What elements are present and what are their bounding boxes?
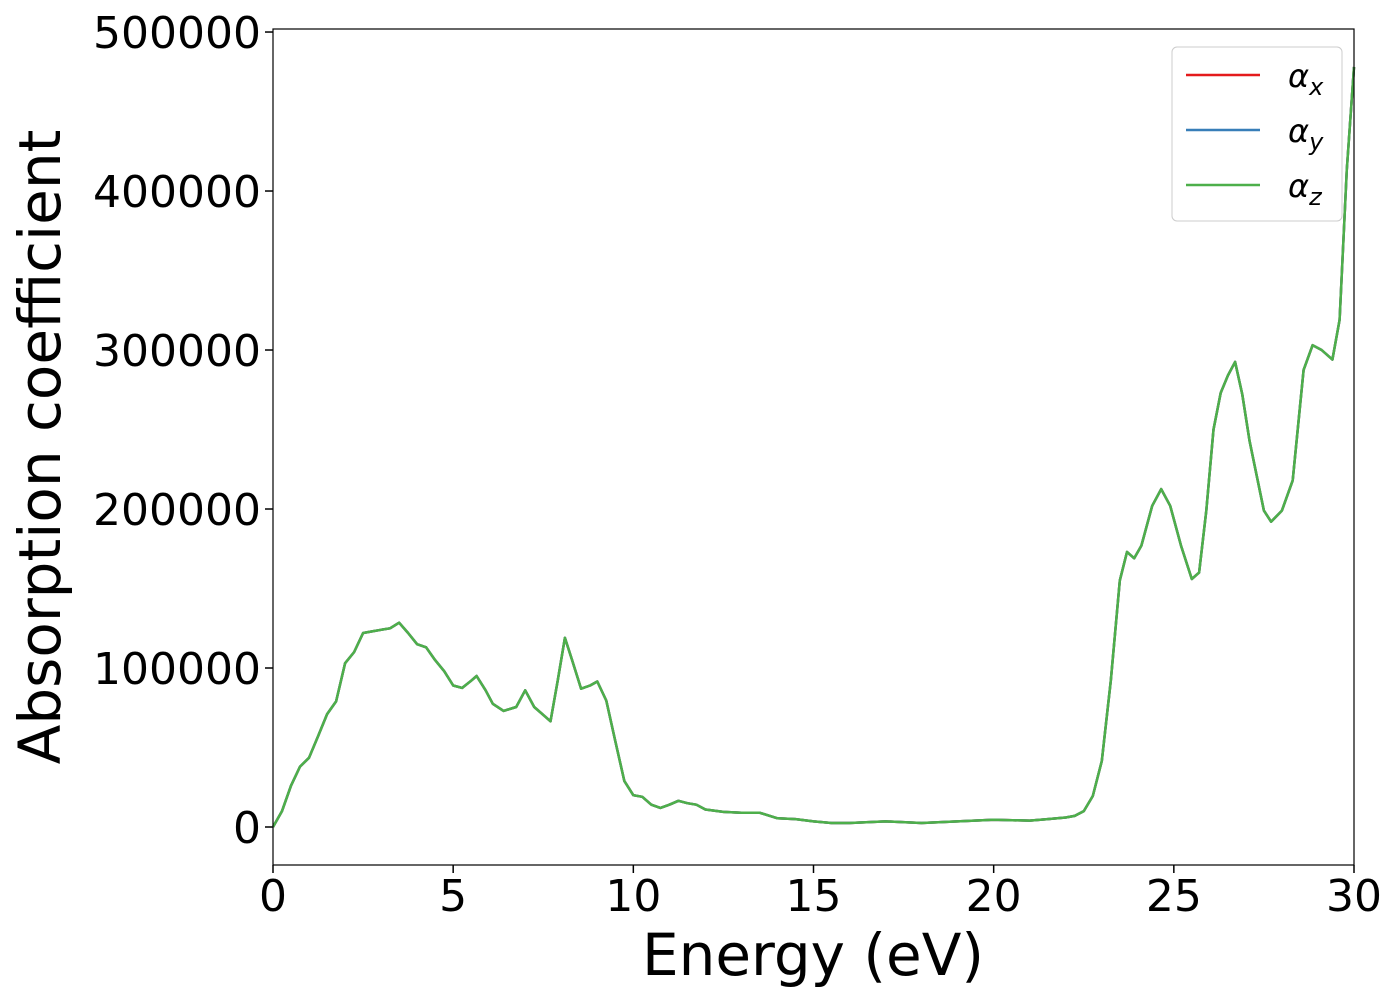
legend-box: [1171, 46, 1343, 222]
x-tick-label: 5: [439, 871, 467, 922]
y-tick-label: 200000: [93, 485, 261, 536]
y-tick-label: 300000: [93, 326, 261, 377]
plot-frame: [272, 28, 1355, 866]
legend-label: αx: [1288, 57, 1324, 101]
x-tick-label: 30: [1326, 871, 1382, 922]
y-tick-label: 500000: [93, 8, 261, 59]
x-tick-label: 15: [786, 871, 842, 922]
x-axis-label: Energy (eV): [642, 921, 984, 989]
y-tick-label: 0: [233, 803, 261, 854]
y-tick-label: 100000: [93, 644, 261, 695]
legend-label: αz: [1288, 167, 1323, 211]
x-tick-label: 0: [259, 871, 287, 922]
legend-label: αy: [1288, 112, 1324, 156]
series-line: [271, 66, 1356, 828]
y-axis-label: Absorption coefficient: [6, 130, 74, 765]
x-tick-label: 10: [605, 871, 661, 922]
x-tick-label: 25: [1146, 871, 1202, 922]
x-tick-label: 20: [966, 871, 1022, 922]
y-tick-label: 400000: [93, 167, 261, 218]
